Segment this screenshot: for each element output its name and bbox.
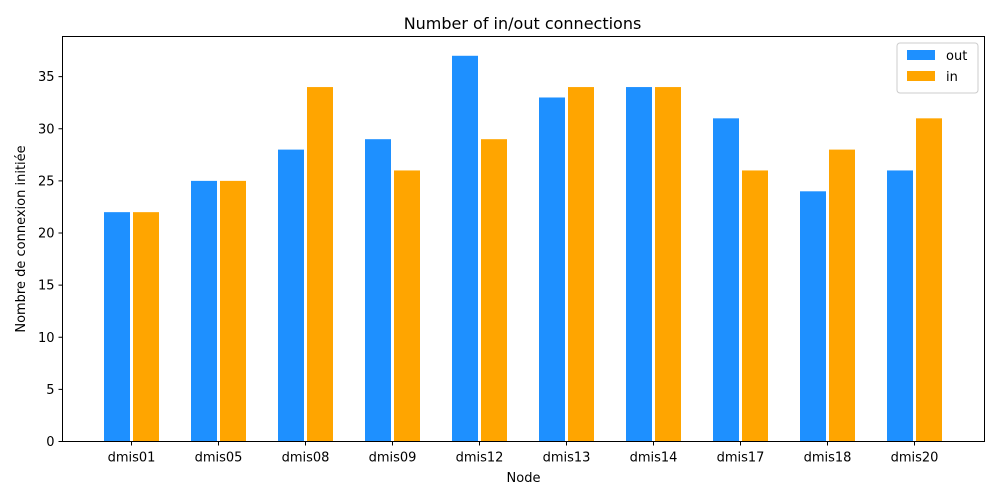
x-axis-label: Node — [507, 471, 541, 486]
bar-out-dmis09 — [365, 139, 391, 442]
y-tick-label: 10 — [38, 331, 55, 346]
bar-in-dmis20 — [916, 118, 942, 442]
bar-out-dmis18 — [800, 191, 826, 442]
x-tick-label: dmis14 — [630, 451, 678, 466]
legend-swatch-out — [907, 50, 935, 60]
y-tick-label: 15 — [38, 279, 55, 294]
legend-label-out: out — [946, 49, 967, 64]
y-tick-label: 35 — [38, 70, 55, 85]
bar-in-dmis08 — [307, 87, 333, 442]
x-tick-label: dmis01 — [108, 451, 156, 466]
x-tick-label: dmis08 — [282, 451, 330, 466]
legend-label-in: in — [946, 70, 958, 85]
bar-in-dmis18 — [829, 149, 855, 442]
bar-in-dmis01 — [133, 212, 159, 442]
y-tick-label: 20 — [38, 227, 55, 242]
y-tick-label: 5 — [46, 383, 54, 398]
bar-in-dmis13 — [568, 87, 594, 442]
bar-in-dmis05 — [220, 180, 246, 442]
bar-out-dmis17 — [713, 118, 739, 442]
x-tick-label: dmis17 — [717, 451, 765, 466]
y-tick-label: 25 — [38, 174, 55, 189]
x-tick-label: dmis20 — [891, 451, 939, 466]
legend: out in — [896, 42, 979, 94]
x-axis: dmis01 dmis05 dmis08 dmis09 dmis12 dmis13 dmis… — [108, 441, 939, 466]
bar-out-dmis05 — [191, 180, 217, 442]
y-tick-label: 30 — [38, 122, 55, 137]
y-axis: 0 5 10 15 20 25 30 35 — [38, 70, 63, 450]
bar-in-dmis14 — [655, 87, 681, 442]
y-tick-label: 0 — [46, 435, 54, 450]
bar-out-dmis20 — [887, 170, 913, 442]
bar-in-dmis09 — [394, 170, 420, 442]
bar-out-dmis13 — [539, 97, 565, 442]
x-tick-label: dmis09 — [369, 451, 417, 466]
bar-out-dmis12 — [452, 55, 478, 442]
bar-out-dmis14 — [626, 87, 652, 442]
x-tick-label: dmis18 — [804, 451, 852, 466]
chart-title: Number of in/out connections — [404, 14, 642, 33]
y-axis-label: Nombre de connexion initiée — [14, 145, 29, 332]
bar-in-dmis12 — [481, 139, 507, 442]
bar-out-dmis01 — [104, 212, 130, 442]
x-tick-label: dmis12 — [456, 451, 504, 466]
bar-out-dmis08 — [278, 149, 304, 442]
x-tick-label: dmis13 — [543, 451, 591, 466]
x-tick-label: dmis05 — [195, 451, 243, 466]
bar-in-dmis17 — [742, 170, 768, 442]
bars-layer — [104, 55, 942, 442]
plot-frame — [62, 36, 985, 442]
legend-swatch-in — [907, 71, 935, 81]
